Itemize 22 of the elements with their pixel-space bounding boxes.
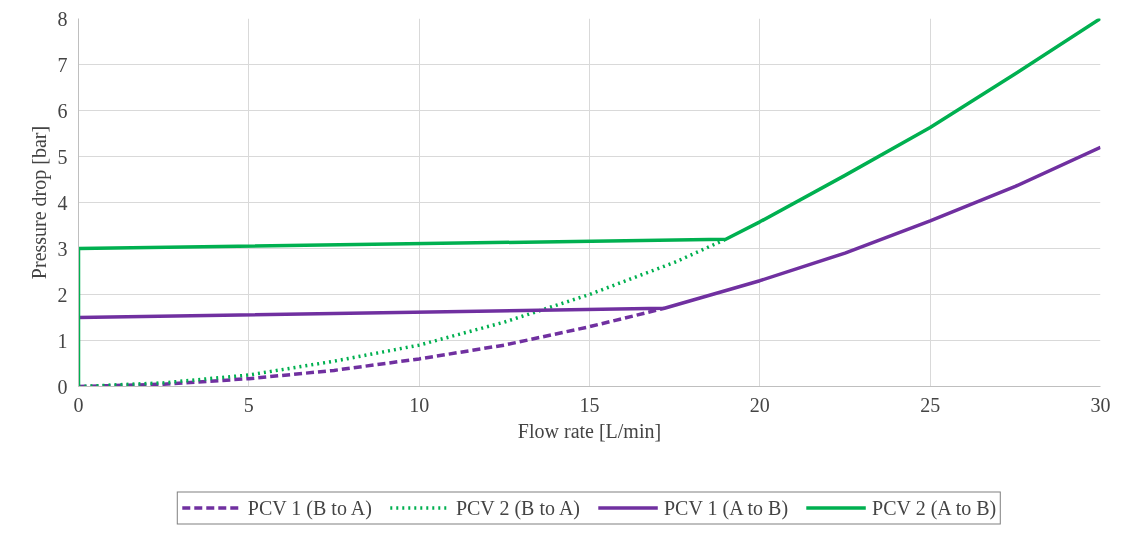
- x-axis-title: Flow rate [L/min]: [517, 419, 662, 442]
- x-tick-label: 15: [579, 393, 600, 416]
- y-tick-label: 5: [57, 145, 68, 168]
- legend-label: PCV 1 (B to A): [247, 496, 372, 519]
- x-tick-label: 25: [920, 393, 941, 416]
- x-tick-label: 0: [73, 393, 84, 416]
- y-tick-label: 8: [57, 7, 68, 30]
- legend-label: PCV 1 (A to B): [664, 496, 789, 519]
- y-axis-title: Pressure drop [bar]: [27, 125, 51, 280]
- legend-label: PCV 2 (B to A): [455, 496, 580, 519]
- y-tick-label: 2: [57, 283, 68, 306]
- y-tick-label: 0: [57, 375, 68, 398]
- y-tick-label: 6: [57, 99, 68, 122]
- y-tick-label: 3: [57, 237, 68, 260]
- x-tick-label: 10: [409, 393, 430, 416]
- y-tick-label: 7: [57, 53, 68, 76]
- y-tick-label: 1: [57, 329, 68, 352]
- y-tick-label: 4: [57, 191, 68, 214]
- x-tick-label: 20: [749, 393, 770, 416]
- x-tick-label: 30: [1090, 393, 1111, 416]
- x-tick-label: 5: [243, 393, 254, 416]
- legend-label: PCV 2 (A to B): [872, 496, 997, 519]
